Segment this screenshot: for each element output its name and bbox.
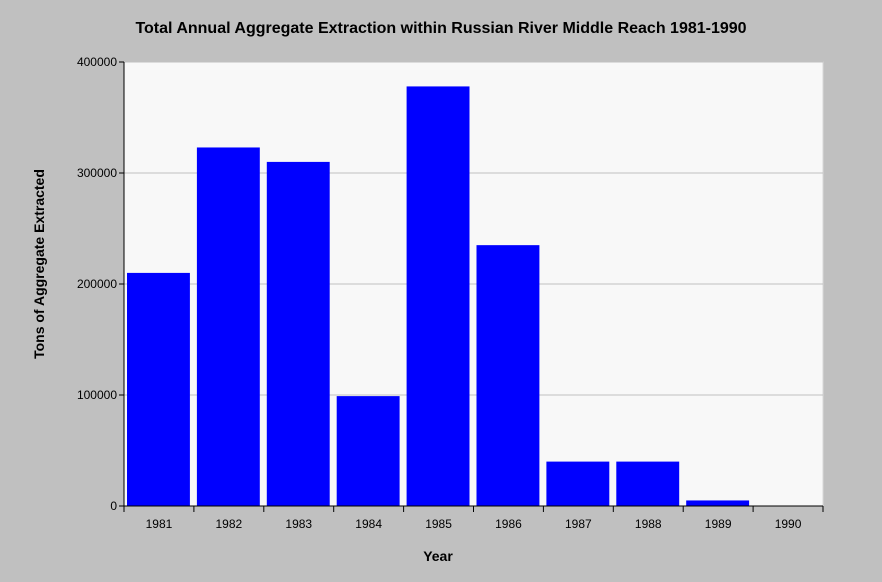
x-tick-label: 1981 <box>146 517 173 531</box>
x-tick-label: 1989 <box>705 517 732 531</box>
bar-1988 <box>616 461 680 506</box>
bar-1982 <box>196 147 260 506</box>
bar-1989 <box>686 500 750 506</box>
bar-1987 <box>546 461 610 506</box>
y-tick-label: 100000 <box>77 388 117 402</box>
chart-title: Total Annual Aggregate Extraction within… <box>135 20 746 37</box>
x-tick-label: 1988 <box>635 517 662 531</box>
y-axis-title: Tons of Aggregate Extracted <box>31 169 47 359</box>
y-tick-label: 0 <box>110 499 117 513</box>
x-tick-label: 1990 <box>775 517 802 531</box>
x-tick-label: 1983 <box>285 517 312 531</box>
x-axis-title: Year <box>423 548 453 564</box>
bar-1986 <box>476 245 540 506</box>
plot-area: 0 100000 200000 300000 400000 1981 1982 1983 198… <box>64 50 832 538</box>
bar-1984 <box>336 396 400 506</box>
x-tick-label: 1985 <box>425 517 452 531</box>
y-tick-label: 400000 <box>77 55 117 69</box>
bar-1985 <box>406 86 470 507</box>
y-tick-label: 300000 <box>77 166 117 180</box>
bar-1983 <box>266 161 330 506</box>
y-tick-label: 200000 <box>77 277 117 291</box>
x-tick-label: 1986 <box>495 517 522 531</box>
x-tick-label: 1987 <box>565 517 592 531</box>
bar-1981 <box>127 272 190 506</box>
x-tick-label: 1984 <box>355 517 382 531</box>
x-tick-label: 1982 <box>215 517 242 531</box>
